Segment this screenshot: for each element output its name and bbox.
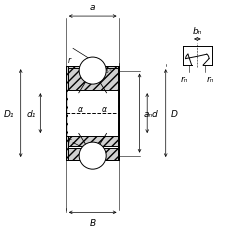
Circle shape xyxy=(79,58,106,85)
Text: rₙ: rₙ xyxy=(180,74,187,84)
Text: B: B xyxy=(89,218,95,227)
Circle shape xyxy=(79,142,106,169)
Text: α: α xyxy=(78,105,83,114)
FancyBboxPatch shape xyxy=(67,69,117,91)
Text: r: r xyxy=(68,136,71,145)
Text: a: a xyxy=(90,3,95,12)
Text: r: r xyxy=(68,56,71,65)
Text: aₙ: aₙ xyxy=(143,109,152,118)
Text: d₁: d₁ xyxy=(27,109,36,118)
FancyBboxPatch shape xyxy=(67,125,117,146)
Text: rₙ: rₙ xyxy=(206,74,213,84)
Text: α: α xyxy=(102,105,107,114)
Text: D: D xyxy=(170,109,177,118)
Bar xyxy=(117,67,119,160)
Text: d: d xyxy=(151,109,157,118)
FancyBboxPatch shape xyxy=(67,148,117,160)
Text: bₙ: bₙ xyxy=(192,27,201,35)
Text: 45°: 45° xyxy=(101,69,112,74)
Text: D₁: D₁ xyxy=(4,109,14,118)
FancyBboxPatch shape xyxy=(67,67,117,79)
Bar xyxy=(67,91,117,136)
Bar xyxy=(65,67,67,160)
